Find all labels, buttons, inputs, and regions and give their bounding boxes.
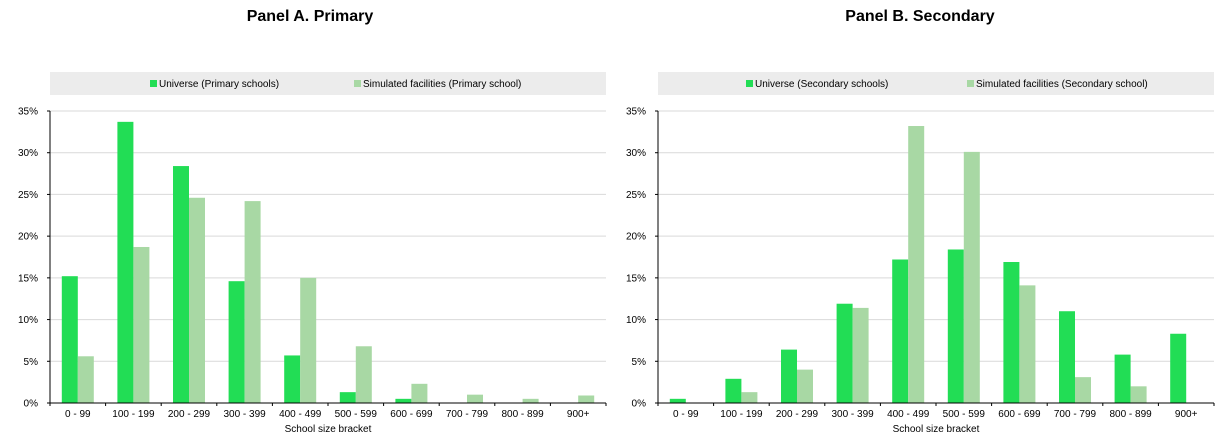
- bar: [467, 394, 483, 403]
- y-tick-label: 30%: [18, 148, 38, 159]
- bar: [908, 126, 925, 403]
- y-tick-label: 15%: [626, 273, 646, 284]
- y-tick-label: 20%: [18, 232, 38, 243]
- bar: [1075, 377, 1091, 403]
- legend-swatch: [354, 80, 361, 87]
- legend-swatch: [967, 80, 974, 87]
- y-tick-label: 20%: [626, 232, 646, 243]
- legend-label: Simulated facilities (Secondary school): [976, 79, 1148, 90]
- bar: [133, 246, 150, 403]
- bar: [1130, 386, 1147, 403]
- legend-label: Simulated facilities (Primary school): [363, 79, 521, 90]
- x-tick-label: 100 - 199: [720, 409, 763, 420]
- x-tick-label: 900+: [1175, 409, 1198, 420]
- x-tick-label: 300 - 399: [831, 409, 874, 420]
- bar: [228, 281, 245, 403]
- x-tick-label: 600 - 699: [998, 409, 1041, 420]
- bar: [189, 197, 205, 403]
- bar: [578, 395, 595, 403]
- y-tick-label: 35%: [626, 107, 646, 118]
- y-tick-label: 0%: [632, 399, 647, 410]
- bar: [61, 276, 78, 403]
- bar: [173, 166, 189, 403]
- legend-box: [50, 72, 606, 95]
- y-tick-label: 5%: [24, 357, 39, 368]
- x-tick-label: 700 - 799: [446, 409, 489, 420]
- x-axis-title: School size bracket: [893, 424, 980, 435]
- x-tick-label: 700 - 799: [1054, 409, 1097, 420]
- panel-a-title: Panel A. Primary: [246, 8, 374, 25]
- legend-label: Universe (Secondary schools): [755, 79, 888, 90]
- x-tick-label: 800 - 899: [1109, 409, 1152, 420]
- x-tick-label: 500 - 599: [943, 409, 986, 420]
- y-tick-label: 30%: [626, 148, 646, 159]
- y-tick-label: 35%: [18, 107, 38, 118]
- x-axis-title: School size bracket: [285, 424, 372, 435]
- x-tick-label: 200 - 299: [168, 409, 211, 420]
- bar: [244, 201, 261, 403]
- bar: [947, 249, 964, 403]
- y-tick-label: 10%: [626, 315, 646, 326]
- bar: [781, 349, 797, 403]
- bar: [411, 383, 428, 403]
- bar: [963, 151, 980, 403]
- x-tick-label: 400 - 499: [887, 409, 930, 420]
- legend-box: [658, 72, 1214, 95]
- x-tick-label: 800 - 899: [501, 409, 544, 420]
- bar: [339, 392, 356, 403]
- x-tick-label: 500 - 599: [335, 409, 378, 420]
- bar: [300, 277, 317, 403]
- x-tick-label: 0 - 99: [65, 409, 91, 420]
- bar: [1003, 262, 1020, 403]
- x-tick-label: 300 - 399: [223, 409, 266, 420]
- bar: [1059, 311, 1075, 403]
- bar: [522, 398, 539, 403]
- bar: [284, 355, 301, 403]
- bar: [1019, 285, 1036, 403]
- bar: [355, 346, 372, 403]
- bar: [852, 307, 869, 403]
- y-tick-label: 0%: [24, 399, 39, 410]
- legend-swatch: [150, 80, 157, 87]
- y-tick-label: 5%: [632, 357, 647, 368]
- bar: [669, 398, 686, 403]
- bar: [725, 378, 742, 403]
- panel-b-title: Panel B. Secondary: [845, 8, 995, 25]
- bar: [395, 398, 412, 403]
- x-tick-label: 900+: [567, 409, 590, 420]
- y-tick-label: 25%: [626, 190, 646, 201]
- legend-label: Universe (Primary schools): [159, 79, 279, 90]
- bar: [77, 356, 94, 403]
- bar: [1114, 354, 1131, 403]
- bar: [741, 392, 758, 403]
- y-tick-label: 15%: [18, 273, 38, 284]
- x-tick-label: 400 - 499: [279, 409, 322, 420]
- bar: [892, 259, 909, 403]
- bar: [117, 121, 134, 404]
- x-tick-label: 200 - 299: [776, 409, 819, 420]
- y-tick-label: 25%: [18, 190, 38, 201]
- x-tick-label: 0 - 99: [673, 409, 699, 420]
- x-tick-label: 600 - 699: [390, 409, 433, 420]
- bar: [836, 303, 853, 403]
- x-tick-label: 100 - 199: [112, 409, 155, 420]
- bar: [797, 369, 813, 403]
- bar: [1170, 333, 1187, 403]
- legend-swatch: [746, 80, 753, 87]
- y-tick-label: 10%: [18, 315, 38, 326]
